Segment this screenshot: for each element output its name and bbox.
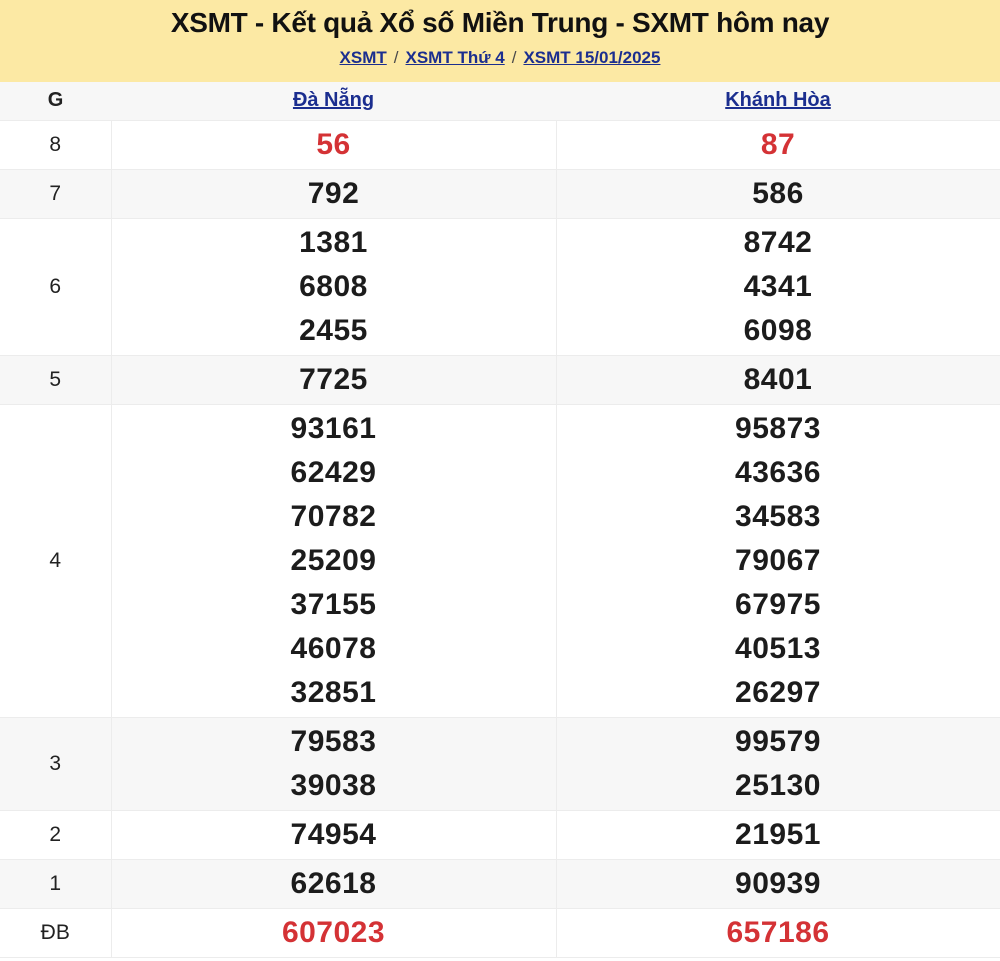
prize-tier-label: ĐB	[40, 920, 70, 944]
khanhhoa-results-cell: 8401	[555, 355, 1000, 404]
page-header: XSMT - Kết quả Xổ số Miền Trung - SXMT h…	[0, 0, 1000, 82]
table-row: 4 93161 62429 70782 25209 37155 46078 32851 9587…	[0, 404, 1000, 717]
prize-tier-label: 1	[49, 871, 62, 895]
breadcrumb: XSMT / XSMT Thứ 4 / XSMT 15/01/2025	[0, 48, 1000, 68]
danang-results-cell: 7725	[110, 355, 556, 404]
prize-number: 74954	[290, 817, 377, 851]
prize-number: 46078	[290, 631, 377, 665]
prize-number: 32851	[290, 675, 377, 709]
prize-number: 8742	[743, 225, 813, 259]
danang-results-cell: 607023	[110, 908, 556, 957]
danang-results-cell: 93161 62429 70782 25209 37155 46078 32851	[110, 404, 556, 717]
table-row: 8 56 87	[0, 120, 1000, 169]
prize-number: 79583	[290, 724, 377, 758]
prize-number: 7725	[299, 362, 368, 396]
prize-number: 56	[316, 127, 351, 161]
prize-number: 657186	[726, 915, 830, 949]
prize-number: 70782	[290, 499, 377, 533]
page-title: XSMT - Kết quả Xổ số Miền Trung - SXMT h…	[170, 7, 830, 38]
danang-results-cell: 56	[110, 120, 556, 169]
prize-number: 99579	[735, 724, 821, 758]
prize-number: 607023	[281, 915, 386, 949]
prize-tier-label: 3	[49, 751, 62, 775]
table-row: 3 79583 39038 99579 25130	[0, 717, 1000, 810]
prize-tier-label: 6	[49, 274, 62, 298]
prize-tier-label: 4	[49, 548, 62, 572]
prize-number: 34583	[735, 499, 821, 533]
prize-number: 792	[307, 176, 360, 210]
prize-number: 40513	[735, 631, 821, 665]
prize-table-header: G Đà Nẵng Khánh Hòa	[0, 82, 1000, 121]
prize-number: 586	[752, 176, 804, 210]
danang-results-cell: 79583 39038	[110, 717, 556, 810]
breadcrumb-link-xsmt-date[interactable]: XSMT 15/01/2025	[523, 48, 661, 67]
breadcrumb-link-xsmt[interactable]: XSMT	[339, 48, 387, 67]
prize-number: 25209	[290, 543, 377, 577]
khanhhoa-results-cell: 21951	[555, 810, 1000, 859]
tier-column-header: G	[0, 82, 111, 121]
khanhhoa-results-cell: 87	[555, 120, 1000, 169]
header-row: G Đà Nẵng Khánh Hòa	[0, 82, 1000, 121]
khanhhoa-results-cell: 95873 43636 34583 79067 67975 40513 26297	[555, 404, 1000, 717]
province-column-header-khanhhoa: Khánh Hòa	[556, 82, 1000, 121]
prize-number: 37155	[290, 587, 377, 621]
khanhhoa-results-cell: 8742 4341 6098	[555, 218, 1000, 355]
prize-results-table: G Đà Nẵng Khánh Hòa 8 56 87 7 792 586 6 1381 680…	[0, 82, 1000, 958]
prize-number: 6808	[299, 269, 368, 303]
prize-number: 43636	[735, 455, 821, 489]
prize-number: 4341	[743, 269, 813, 303]
khanhhoa-results-cell: 90939	[555, 859, 1000, 908]
table-row: 2 74954 21951	[0, 810, 1000, 859]
prize-tier-label: 7	[49, 181, 62, 205]
prize-table-body: 8 56 87 7 792 586 6 1381 6808 2455 8742 4341 6098 5 77…	[0, 120, 1000, 957]
prize-number: 39038	[290, 768, 377, 802]
prize-number: 62618	[290, 866, 377, 900]
table-row: 7 792 586	[0, 169, 1000, 218]
prize-tier-label: 5	[49, 367, 62, 391]
prize-number: 21951	[735, 817, 821, 851]
prize-tier-label: 2	[49, 822, 62, 846]
danang-results-cell: 1381 6808 2455	[110, 218, 556, 355]
prize-number: 62429	[290, 455, 377, 489]
prize-number: 93161	[290, 411, 377, 445]
danang-results-cell: 792	[110, 169, 556, 218]
prize-number: 90939	[735, 866, 821, 900]
table-row: 5 7725 8401	[0, 355, 1000, 404]
province-column-header-danang: Đà Nẵng	[111, 82, 556, 121]
table-row: ĐB 607023 657186	[0, 908, 1000, 957]
prize-number: 25130	[735, 768, 821, 802]
prize-number: 26297	[735, 675, 821, 709]
prize-tier-label: 8	[49, 132, 62, 156]
danang-results-cell: 62618	[110, 859, 556, 908]
prize-number: 2455	[299, 313, 368, 347]
prize-number: 1381	[299, 225, 368, 259]
breadcrumb-link-xsmt-thu4[interactable]: XSMT Thứ 4	[405, 48, 505, 67]
prize-number: 8401	[743, 362, 813, 396]
prize-number: 87	[760, 127, 796, 161]
prize-number: 95873	[735, 411, 821, 445]
khanhhoa-results-cell: 657186	[555, 908, 1000, 957]
prize-number: 6098	[743, 313, 813, 347]
danang-link[interactable]: Đà Nẵng	[292, 89, 375, 112]
table-row: 1 62618 90939	[0, 859, 1000, 908]
danang-results-cell: 74954	[110, 810, 556, 859]
prize-number: 79067	[735, 543, 821, 577]
khanhhoa-results-cell: 99579 25130	[555, 717, 1000, 810]
breadcrumb-separator: /	[511, 48, 517, 67]
khanhhoa-link[interactable]: Khánh Hòa	[725, 89, 831, 112]
khanhhoa-results-cell: 586	[555, 169, 1000, 218]
table-row: 6 1381 6808 2455 8742 4341 6098	[0, 218, 1000, 355]
breadcrumb-separator: /	[393, 48, 399, 67]
prize-number: 67975	[735, 587, 821, 621]
